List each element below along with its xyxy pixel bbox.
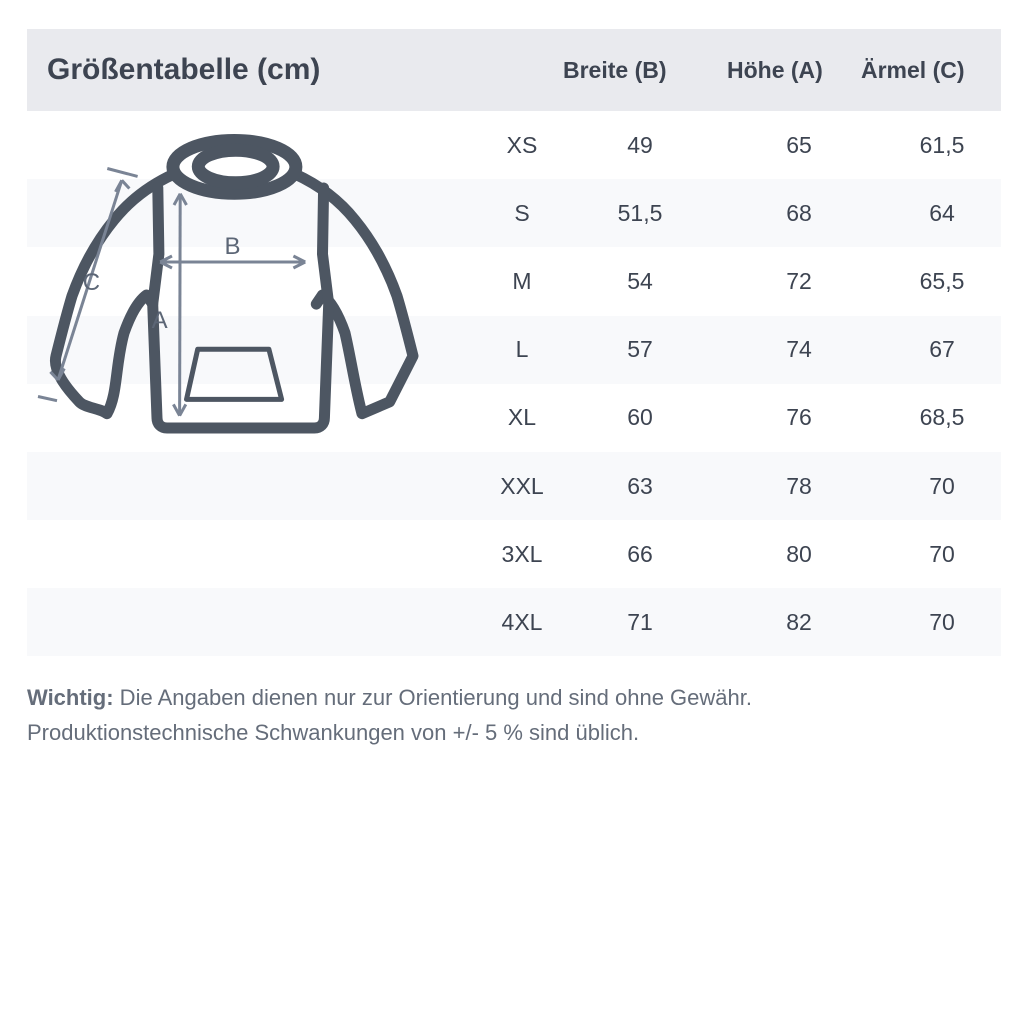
svg-text:A: A — [152, 307, 168, 334]
svg-text:C: C — [83, 269, 100, 296]
svg-text:B: B — [224, 233, 240, 260]
